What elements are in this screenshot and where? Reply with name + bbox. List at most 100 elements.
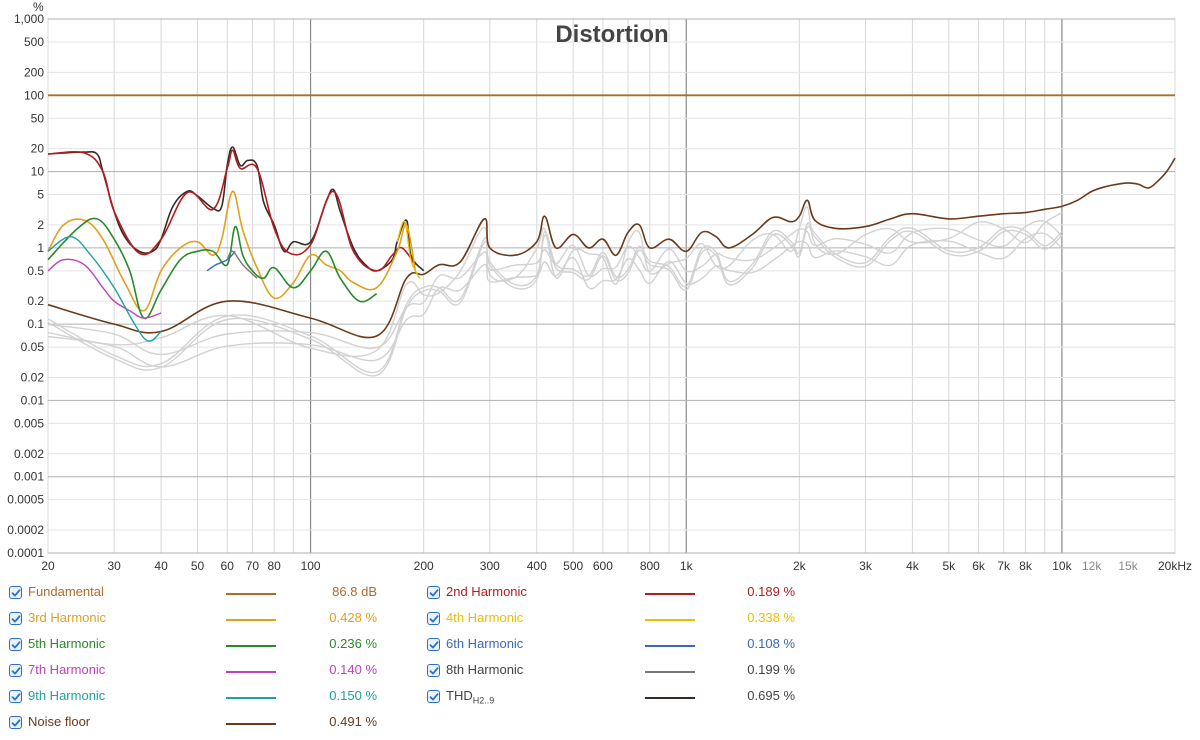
x-tick-label: 12k xyxy=(1082,559,1102,573)
y-tick-label: 0.0002 xyxy=(7,523,44,537)
chart-grid xyxy=(47,18,1176,554)
legend-label-5th-harmonic: 5th Harmonic xyxy=(28,636,105,651)
legend-value-noise-floor: 0.491 % xyxy=(329,714,377,729)
y-tick-label: 10 xyxy=(31,165,45,179)
check-icon xyxy=(11,614,20,622)
legend-name: 9th Harmonic xyxy=(28,688,106,703)
legend-name: 4th Harmonic xyxy=(446,610,524,625)
legend-value-9th-harmonic: 0.150 % xyxy=(329,688,377,703)
legend-label-2nd-harmonic: 2nd Harmonic xyxy=(446,584,527,599)
legend-value-6th-harmonic: 0.108 % xyxy=(747,636,795,651)
y-tick-label: 0.05 xyxy=(21,340,45,354)
background-curve xyxy=(47,222,1063,374)
legend-checkbox-noise-floor[interactable] xyxy=(9,716,22,729)
y-tick-label: 0.005 xyxy=(14,416,44,430)
chart-title: Distortion xyxy=(555,21,668,48)
y-tick-label: 0.2 xyxy=(27,294,44,308)
x-tick-label: 80 xyxy=(267,559,281,573)
x-tick-label: 40 xyxy=(154,559,168,573)
check-icon xyxy=(11,718,20,726)
x-tick-label: 15k xyxy=(1118,559,1138,573)
y-tick-label: 0.001 xyxy=(14,470,44,484)
legend-swatch-6th-harmonic xyxy=(645,645,695,647)
distortion-chart: 20 30 40 50 60 70 80 100 200 300 400 500 600 800 1k 2k 3… xyxy=(7,0,1192,573)
legend-swatch-8th-harmonic xyxy=(645,671,695,673)
legend-checkbox-thd[interactable] xyxy=(427,690,440,703)
x-tick-label: 200 xyxy=(414,559,434,573)
legend-name: 2nd Harmonic xyxy=(446,584,527,599)
series-line-3rd-harmonic xyxy=(47,190,417,312)
series-line-noise-floor xyxy=(47,157,1176,339)
legend-value-3rd-harmonic: 0.428 % xyxy=(329,610,377,625)
legend-checkbox-7th-harmonic[interactable] xyxy=(9,664,22,677)
legend-swatch-thd xyxy=(645,697,695,699)
y-tick-label: 0.0001 xyxy=(7,546,44,560)
legend-name: 8th Harmonic xyxy=(446,662,524,677)
x-tick-label: 50 xyxy=(191,559,205,573)
series-line-5th-harmonic xyxy=(47,217,378,320)
legend-name: THD xyxy=(446,688,473,703)
legend-swatch-5th-harmonic xyxy=(226,645,276,647)
x-tick-label: 100 xyxy=(301,559,321,573)
y-tick-label: 2 xyxy=(37,218,44,232)
legend-checkbox-5th-harmonic[interactable] xyxy=(9,638,22,651)
legend: Fundamental 86.8 dB 2nd Harmonic 0.189 % 3rd… xyxy=(0,580,1200,740)
legend-swatch-7th-harmonic xyxy=(226,671,276,673)
legend-value-5th-harmonic: 0.236 % xyxy=(329,636,377,651)
check-icon xyxy=(429,614,438,622)
x-tick-label: 3k xyxy=(859,559,873,573)
y-tick-label: 500 xyxy=(24,35,44,49)
series-layer xyxy=(47,94,1176,342)
x-tick-label: 800 xyxy=(640,559,660,573)
legend-checkbox-3rd-harmonic[interactable] xyxy=(9,612,22,625)
check-icon xyxy=(11,666,20,674)
legend-name: 5th Harmonic xyxy=(28,636,106,651)
x-tick-label: 20 xyxy=(41,559,55,573)
legend-checkbox-2nd-harmonic[interactable] xyxy=(427,586,440,599)
legend-value-thd: 0.695 % xyxy=(747,688,795,703)
y-tick-label: 0.002 xyxy=(14,447,44,461)
legend-name: Fundamental xyxy=(28,584,104,599)
x-tick-label: 30 xyxy=(107,559,121,573)
check-icon xyxy=(429,666,438,674)
x-tick-label: 70 xyxy=(246,559,260,573)
legend-checkbox-9th-harmonic[interactable] xyxy=(9,690,22,703)
legend-checkbox-8th-harmonic[interactable] xyxy=(427,664,440,677)
legend-label-7th-harmonic: 7th Harmonic xyxy=(28,662,105,677)
legend-name: 7th Harmonic xyxy=(28,662,106,677)
legend-label-4th-harmonic: 4th Harmonic xyxy=(446,610,523,625)
y-tick-label: 5 xyxy=(37,188,44,202)
x-axis-ticks: 20 30 40 50 60 70 80 100 200 300 400 500 600 800 1k 2k 3… xyxy=(41,559,1192,573)
x-tick-label: 400 xyxy=(527,559,547,573)
y-axis-ticks: 1,000 500 200 100 50 20 10 5 2 1 0.5 0.2 0.1 0.05 0.02… xyxy=(7,12,44,560)
legend-checkbox-fundamental[interactable] xyxy=(9,586,22,599)
check-icon xyxy=(429,640,438,648)
background-curve xyxy=(47,220,1063,356)
y-tick-label: 0.5 xyxy=(27,264,44,278)
y-tick-label: 20 xyxy=(31,142,45,156)
background-curve xyxy=(47,206,1063,357)
x-tick-label: 500 xyxy=(563,559,583,573)
legend-value-8th-harmonic: 0.199 % xyxy=(747,662,795,677)
y-tick-label: 50 xyxy=(31,111,45,125)
y-tick-label: 0.1 xyxy=(27,317,44,331)
legend-checkbox-6th-harmonic[interactable] xyxy=(427,638,440,651)
background-curve xyxy=(47,232,1063,368)
y-tick-label: 0.02 xyxy=(21,370,45,384)
legend-name: 3rd Harmonic xyxy=(28,610,107,625)
y-tick-label: 1,000 xyxy=(14,12,44,26)
legend-checkbox-4th-harmonic[interactable] xyxy=(427,612,440,625)
legend-label-3rd-harmonic: 3rd Harmonic xyxy=(28,610,106,625)
y-tick-label: 0.0005 xyxy=(7,493,44,507)
y-tick-label: 100 xyxy=(24,88,44,102)
series-line-4th-harmonic xyxy=(396,220,421,279)
y-tick-label: 0.01 xyxy=(21,393,45,407)
legend-name: 6th Harmonic xyxy=(446,636,524,651)
background-curve xyxy=(47,225,1063,377)
legend-label-noise-floor: Noise floor xyxy=(28,714,90,729)
legend-label-8th-harmonic: 8th Harmonic xyxy=(446,662,523,677)
legend-subscript: H2..9 xyxy=(472,695,495,706)
plot-area xyxy=(47,18,1176,554)
series-line-7th-harmonic xyxy=(47,258,162,319)
series-line-2nd-harmonic xyxy=(47,149,416,272)
